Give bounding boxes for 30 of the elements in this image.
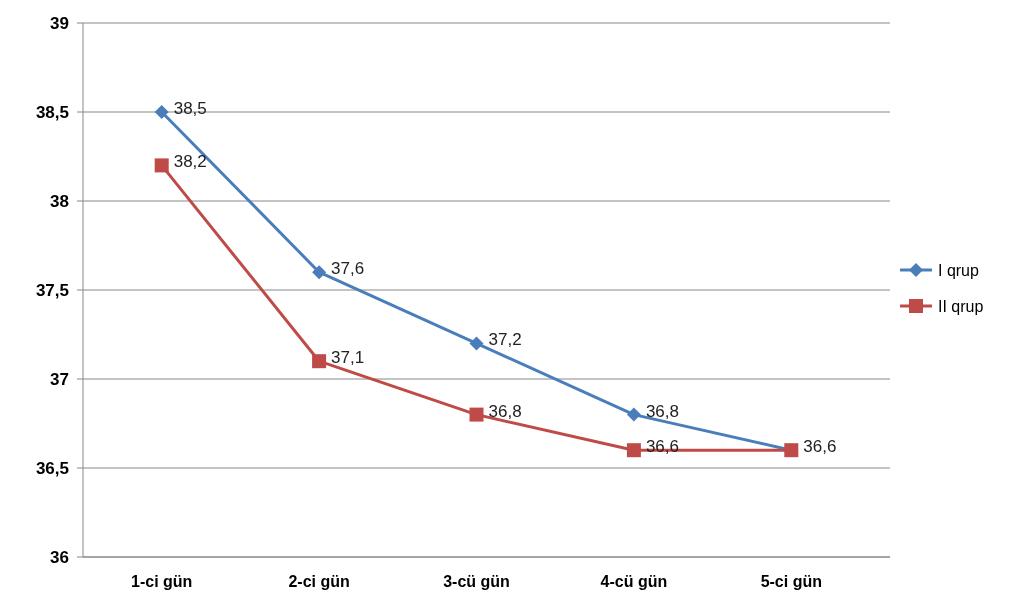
y-tick-label: 37,5 bbox=[35, 280, 69, 300]
x-tick-label: 3-cü gün bbox=[443, 573, 510, 590]
data-label: 36,8 bbox=[645, 401, 679, 421]
x-tick-label: 4-cü gün bbox=[600, 573, 668, 590]
y-tick-label: 38,5 bbox=[35, 102, 69, 122]
data-label: 37,1 bbox=[331, 348, 365, 368]
y-tick-label: 37 bbox=[50, 369, 69, 389]
point bbox=[469, 407, 484, 422]
x-tick-label: 1-ci gün bbox=[131, 573, 193, 590]
legend-label: I qrup bbox=[938, 261, 980, 279]
y-tick-label: 36 bbox=[50, 547, 69, 567]
y-tick-label: 36,5 bbox=[35, 458, 69, 478]
legend-label: II qrup bbox=[938, 297, 984, 315]
point bbox=[312, 265, 327, 280]
data-label: 38,5 bbox=[173, 98, 207, 118]
data-label: 38,2 bbox=[173, 152, 207, 172]
y-tick-label: 39 bbox=[50, 13, 69, 33]
data-label: 37,6 bbox=[331, 259, 365, 279]
data-label: 37,2 bbox=[488, 330, 522, 350]
y-tick-label: 38 bbox=[50, 191, 69, 211]
point bbox=[626, 443, 641, 458]
point bbox=[312, 354, 327, 369]
point bbox=[469, 336, 484, 351]
x-tick-label: 2-ci gün bbox=[288, 573, 350, 590]
data-label: 36,8 bbox=[488, 401, 522, 421]
point bbox=[154, 158, 169, 173]
x-tick-label: 5-ci gün bbox=[760, 573, 822, 590]
point bbox=[626, 407, 641, 422]
data-label: 36,6 bbox=[803, 437, 837, 457]
point bbox=[154, 105, 169, 119]
